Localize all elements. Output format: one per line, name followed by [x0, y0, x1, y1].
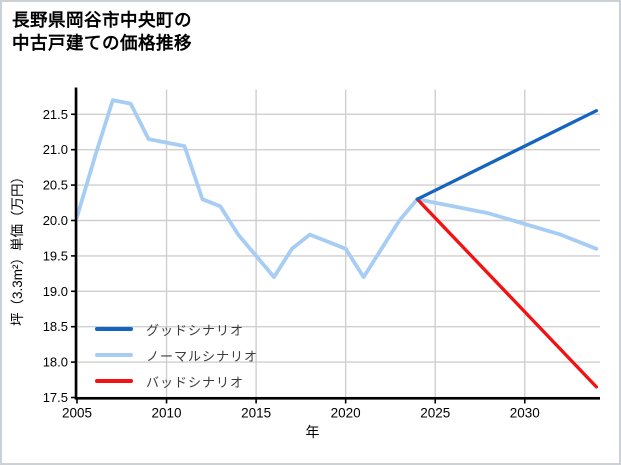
y-tick-label: 20.0 — [43, 213, 68, 228]
chart-title-line1: 長野県岡谷市中央町の — [12, 10, 192, 30]
legend-swatch-bad-scenario — [95, 379, 133, 383]
series-line-1 — [75, 98, 599, 280]
x-tick-label: 2005 — [62, 406, 92, 421]
legend-item-normal-scenario: ノーマルシナリオ — [95, 342, 258, 368]
y-tick-label: 19.5 — [43, 248, 68, 263]
legend-item-bad-scenario: バッドシナリオ — [95, 368, 258, 394]
y-tick-label: 21.0 — [43, 142, 68, 157]
axis-ticks: 2005 2010 2015 2020 2025 2030 17.5 18.0 18.5 19.0… — [43, 107, 540, 421]
legend-label-normal-scenario: ノーマルシナリオ — [146, 348, 259, 364]
y-axis-title: 坪（3.3m²）単価（万円） — [10, 170, 25, 327]
x-tick-label: 2020 — [331, 406, 361, 421]
chart-title-line2: 中古戸建ての価格推移 — [12, 33, 192, 53]
x-tick-label: 2010 — [152, 406, 182, 421]
x-tick-label: 2025 — [420, 406, 450, 421]
y-tick-label: 21.5 — [43, 107, 68, 122]
y-tick-label: 19.0 — [43, 284, 68, 299]
series-line-2 — [415, 197, 599, 389]
legend-item-good-scenario: グッドシナリオ — [95, 316, 258, 342]
y-tick-label: 18.5 — [43, 319, 68, 334]
chart-legend: グッドシナリオ ノーマルシナリオ バッドシナリオ — [95, 316, 258, 394]
x-axis-title: 年 — [305, 424, 320, 440]
legend-swatch-normal-scenario — [95, 353, 133, 357]
chart-title: 長野県岡谷市中央町の 中古戸建ての価格推移 — [12, 9, 192, 55]
y-tick-label: 20.5 — [43, 178, 68, 193]
axes-spines — [74, 87, 600, 400]
y-tick-label: 18.0 — [43, 355, 68, 370]
x-tick-label: 2015 — [241, 406, 271, 421]
x-tick-label: 2030 — [510, 406, 540, 421]
series-line-0 — [415, 109, 599, 201]
y-tick-label: 17.5 — [43, 390, 68, 405]
series-lines — [75, 98, 599, 389]
legend-label-good-scenario: グッドシナリオ — [146, 322, 245, 338]
legend-label-bad-scenario: バッドシナリオ — [146, 374, 245, 390]
legend-swatch-good-scenario — [95, 327, 133, 331]
